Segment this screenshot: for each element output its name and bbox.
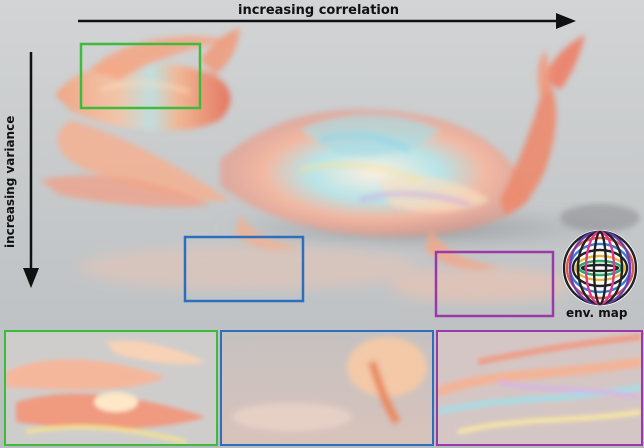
increasing-correlation-label: increasing correlation [238, 3, 400, 18]
env-map-label: env. map [566, 306, 628, 320]
green-zoom-panel [4, 330, 218, 446]
blue-zoom-panel [220, 330, 434, 446]
purple-zoom-panel [436, 330, 643, 446]
variance-arrow [23, 52, 39, 288]
correlation-arrow [78, 13, 576, 29]
blue-highlight-box [183, 235, 305, 303]
increasing-variance-label: increasing variance [3, 115, 17, 248]
purple-highlight-box [434, 250, 555, 318]
env-map-sphere [562, 230, 638, 306]
green-highlight-box [79, 42, 202, 110]
